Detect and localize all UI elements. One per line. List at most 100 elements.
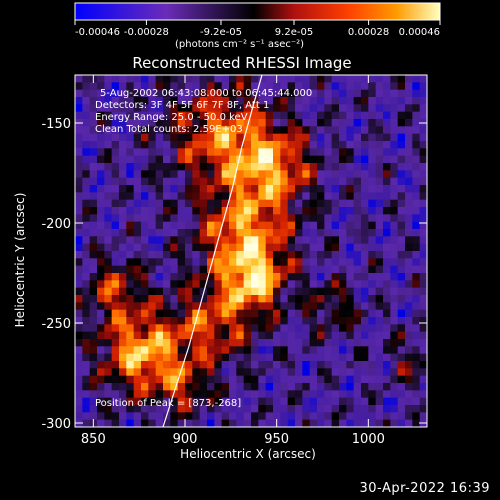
heatmap-cell [331,75,340,83]
heatmap-cell [383,331,391,340]
heatmap-cell [170,317,179,325]
heatmap-cell [273,89,281,98]
heatmap-cell [331,317,340,325]
heatmap-cell [229,207,237,215]
heatmap-cell [251,412,259,421]
heatmap-cell [412,133,421,142]
heatmap-cell [324,383,333,391]
heatmap-cell [221,287,230,296]
heatmap-cell [185,243,193,252]
heatmap-cell [368,104,377,113]
heatmap-cell [383,397,391,406]
heatmap-cell [243,82,252,91]
heatmap-cell [361,419,369,427]
heatmap-cell [287,221,296,230]
heatmap-cell [141,133,149,142]
heatmap-cell [104,236,113,245]
heatmap-cell [89,258,98,267]
heatmap-cell [331,265,340,274]
heatmap-cell [192,104,201,113]
heatmap-cell [280,111,289,120]
heatmap-cell [251,375,259,384]
heatmap-cell [419,324,427,333]
heatmap-cell [361,368,369,377]
heatmap-cell [390,287,399,296]
heatmap-cell [265,89,274,98]
heatmap-cell [390,309,399,318]
heatmap-cell [104,419,113,427]
heatmap-cell [243,185,252,193]
solar-limb-line [162,75,263,427]
heatmap-cell [89,111,98,120]
heatmap-cell [236,141,245,149]
heatmap-cell [163,214,171,223]
heatmap-cell [375,368,384,377]
heatmap-cell [170,368,179,377]
heatmap-cell [346,104,355,113]
heatmap-cell [163,368,171,377]
heatmap-cell [104,317,113,325]
heatmap-cell [258,265,267,274]
heatmap-cell [317,148,325,157]
heatmap-cell [185,390,193,399]
heatmap-cell [104,104,113,113]
heatmap-cell [265,353,274,362]
heatmap-cell [111,412,120,421]
heatmap-cell [111,82,120,91]
heatmap-cell [75,397,83,406]
heatmap-cell [361,258,369,267]
heatmap-cell [229,177,237,186]
heatmap-cell [339,75,347,83]
heatmap-cell [375,199,384,208]
colorbar-tick-label: 0.00028 [348,27,389,38]
heatmap-cell [82,317,91,325]
heatmap-cell [236,192,245,201]
heatmap-cell [97,419,105,427]
heatmap-cell [361,317,369,325]
heatmap-cell [309,353,318,362]
heatmap-cell [155,295,164,303]
heatmap-cell [82,192,91,201]
heatmap-cell [126,75,135,83]
heatmap-cell [163,97,171,105]
heatmap-cell [331,199,340,208]
heatmap-cell [170,119,179,127]
heatmap-cell [214,339,223,347]
heatmap-cell [111,185,120,193]
heatmap-cell [331,141,340,149]
heatmap-cell [243,346,252,355]
heatmap-cell [155,368,164,377]
heatmap-cell [104,243,113,252]
heatmap-cell [192,309,201,318]
heatmap-cell [324,397,333,406]
heatmap-cell [170,258,179,267]
heatmap-cell [324,419,333,427]
heatmap-cell [126,339,135,347]
heatmap-cell [383,97,391,105]
heatmap-cell [148,287,157,296]
heatmap-cell [383,148,391,157]
heatmap-cell [309,82,318,91]
heatmap-cell [258,287,267,296]
heatmap-cell [97,170,105,179]
heatmap-cell [287,273,296,281]
heatmap-cell [339,243,347,252]
heatmap-cell [412,126,421,135]
heatmap-cell [207,419,215,427]
heatmap-cell [192,324,201,333]
heatmap-cell [419,207,427,215]
heatmap-cell [375,243,384,252]
heatmap-cell [309,368,318,377]
heatmap-cell [185,419,193,427]
heatmap-cell [375,265,384,274]
heatmap-cell [148,214,157,223]
heatmap-cell [353,141,362,149]
heatmap-cell [243,390,252,399]
heatmap-cell [317,155,325,164]
heatmap-cell [302,97,311,105]
heatmap-cell [331,97,340,105]
heatmap-cell [89,207,98,215]
heatmap-cell [207,383,215,391]
heatmap-cell [104,82,113,91]
heatmap-cell [251,273,259,281]
